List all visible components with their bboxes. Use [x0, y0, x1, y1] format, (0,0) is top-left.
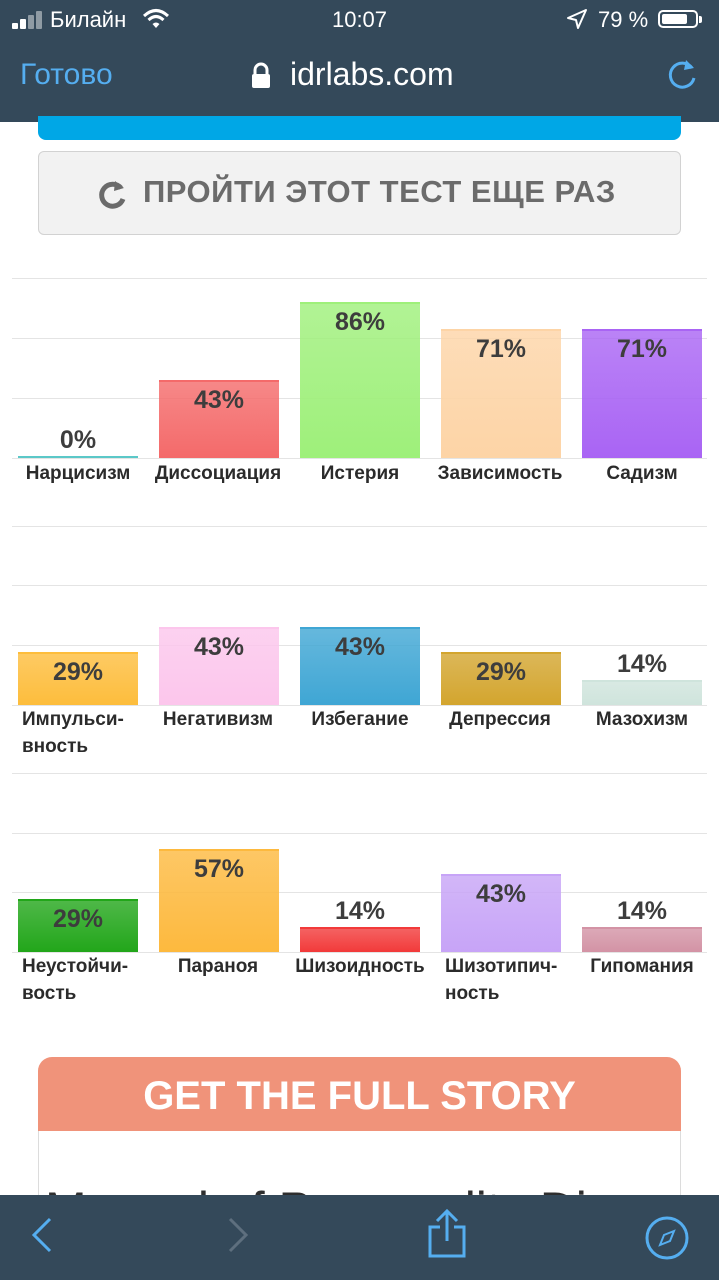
bar[interactable] — [300, 302, 420, 458]
bar[interactable] — [159, 849, 279, 952]
bar[interactable] — [300, 927, 420, 952]
bar-value-label: 71% — [475, 335, 527, 363]
category-label: Избегание — [311, 709, 409, 730]
bar[interactable] — [300, 627, 420, 705]
browser-top-bar: Билайн 10:07 79 % Готово idrlabs.com — [0, 0, 719, 122]
category-label: Гипомания — [590, 956, 694, 977]
bar[interactable] — [441, 652, 561, 705]
browser-bottom-toolbar — [0, 1195, 719, 1280]
category-label: Истерия — [320, 463, 400, 484]
category-label: Неустойчи- вость — [22, 956, 129, 1004]
bar-value-label: 43% — [334, 633, 386, 661]
retake-label: ПРОЙТИ ЭТОТ ТЕСТ ЕЩЕ РАЗ — [143, 174, 616, 209]
bar[interactable] — [441, 329, 561, 458]
category-label: Нарцисизм — [25, 463, 131, 484]
url-field[interactable]: idrlabs.com — [290, 56, 454, 92]
category-label: Зависимость — [437, 463, 563, 484]
category-label: Диссоциация — [154, 463, 282, 484]
status-bar: Билайн 10:07 79 % — [0, 0, 719, 40]
carrier-name: Билайн — [50, 7, 127, 32]
refresh-icon — [99, 181, 126, 209]
lock-icon — [252, 62, 270, 88]
gridline — [12, 952, 707, 953]
signal-icon — [12, 11, 50, 29]
bar[interactable] — [18, 652, 138, 705]
bar-value-label: 43% — [475, 880, 527, 908]
gridline — [12, 585, 707, 586]
bar[interactable] — [159, 627, 279, 705]
compass-icon[interactable] — [644, 1215, 690, 1261]
gridline — [12, 705, 707, 706]
category-label: Шизоидность — [295, 956, 425, 977]
full-story-banner[interactable]: GET THE FULL STORY — [38, 1057, 681, 1131]
reload-icon[interactable] — [662, 56, 700, 94]
category-label: Мазохизм — [595, 709, 689, 730]
bar-value-label: 57% — [193, 855, 245, 883]
bar[interactable] — [582, 927, 702, 952]
done-button[interactable]: Готово — [20, 58, 113, 91]
bar[interactable] — [441, 874, 561, 952]
category-label: Импульси- вность — [22, 709, 124, 757]
gridline — [12, 892, 707, 893]
retake-test-button[interactable]: ПРОЙТИ ЭТОТ ТЕСТ ЕЩЕ РАЗ — [38, 151, 681, 235]
submit-strip[interactable] — [38, 116, 681, 140]
category-label: Садизм — [606, 463, 678, 484]
location-arrow-icon — [567, 9, 587, 29]
gridline — [12, 833, 707, 834]
bar-value-label: 14% — [616, 897, 668, 925]
bar-value-label: 71% — [616, 335, 668, 363]
forward-icon[interactable] — [226, 1215, 250, 1255]
bar[interactable] — [18, 456, 138, 458]
gridline — [12, 526, 707, 527]
battery-icon — [658, 10, 702, 28]
wifi-icon — [142, 9, 170, 28]
full-story-title: GET THE FULL STORY — [143, 1074, 576, 1118]
bar-value-label: 29% — [475, 658, 527, 686]
category-label: Шизотипич- ность — [445, 956, 558, 1004]
bar-value-label: 29% — [52, 658, 104, 686]
gridline — [12, 773, 707, 774]
bar[interactable] — [159, 380, 279, 458]
category-label: Параноя — [177, 956, 259, 977]
bar-value-label: 14% — [616, 650, 668, 678]
bar[interactable] — [582, 329, 702, 458]
bar-value-label: 0% — [59, 426, 97, 454]
clock: 10:07 — [331, 7, 388, 32]
gridline — [12, 458, 707, 459]
bar-value-label: 29% — [52, 905, 104, 933]
category-label: Депрессия — [449, 709, 551, 730]
bar-value-label: 86% — [334, 308, 386, 336]
bar-value-label: 43% — [193, 633, 245, 661]
gridline — [12, 278, 707, 279]
bar[interactable] — [582, 680, 702, 705]
bar-value-label: 14% — [334, 897, 386, 925]
bar-value-label: 43% — [193, 386, 245, 414]
battery-percent: 79 % — [598, 7, 649, 32]
category-label: Негативизм — [162, 709, 274, 730]
back-icon[interactable] — [30, 1215, 54, 1255]
bar[interactable] — [18, 899, 138, 952]
share-icon[interactable] — [426, 1209, 468, 1259]
